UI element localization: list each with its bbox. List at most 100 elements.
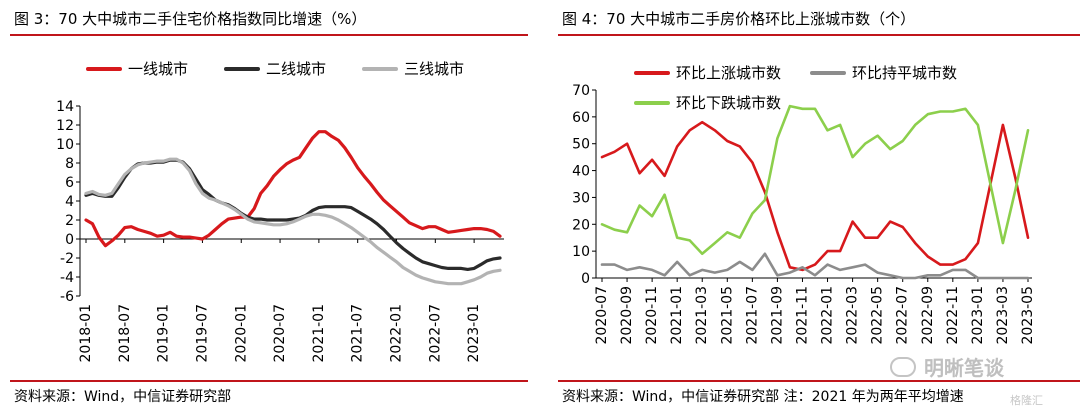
watermark: 明晰笔谈 [890, 352, 1004, 381]
series-1-point [175, 235, 178, 237]
series-2-point [1002, 277, 1004, 279]
series-3-point [977, 124, 979, 126]
series-1-point [939, 263, 942, 266]
series-1-point [613, 151, 616, 153]
x-tick-label: 2022-11 [945, 286, 961, 345]
series-1-point [1027, 236, 1029, 239]
series-3-point [111, 192, 113, 195]
series-3-point [826, 129, 829, 132]
series-1-point [441, 228, 443, 231]
series-3-point [311, 213, 314, 216]
series-2-point [801, 266, 804, 269]
series-1-point [701, 121, 703, 123]
series-1-point [85, 219, 87, 221]
wechat-icon [890, 356, 916, 377]
series-1-point [331, 135, 333, 138]
series-3-point [466, 281, 469, 283]
x-tick-label: 2020-01 [233, 304, 249, 363]
series-3-point [676, 236, 678, 239]
series-2-point [864, 263, 866, 266]
series-3-point [739, 236, 741, 239]
series-2-point [914, 277, 916, 279]
series-1-point [298, 156, 301, 159]
series-2-point [651, 269, 653, 271]
series-3-point [851, 156, 854, 158]
series-2-point [789, 271, 791, 274]
series-3-point [952, 110, 954, 113]
series-2-point [389, 235, 391, 237]
series-3-point [613, 228, 616, 231]
series-3-point [839, 124, 841, 126]
series-3-point [651, 215, 653, 217]
series-1-point [382, 199, 385, 201]
x-tick-label: 2021-09 [769, 286, 785, 345]
series-1-point [234, 217, 236, 219]
series-2-point [927, 274, 929, 277]
series-3-point [1027, 129, 1029, 132]
series-1-point [395, 210, 398, 213]
series-2-point [638, 266, 641, 269]
series-3-point [227, 205, 230, 207]
series-3-point [434, 281, 437, 283]
series-1-point [473, 227, 475, 230]
series-3-point [143, 162, 145, 164]
series-1-point [864, 236, 866, 239]
x-tick-label: 2022-09 [920, 286, 936, 345]
series-3-point [428, 279, 430, 281]
series-2-point [337, 205, 340, 208]
series-1-point [479, 227, 482, 230]
x-tick-label: 2022-07 [427, 304, 443, 363]
series-3-point [701, 253, 703, 255]
series-1-point [492, 230, 495, 233]
series-3-point [492, 270, 495, 273]
series-3-point [447, 282, 450, 285]
y-tick-label: 30 [572, 190, 590, 206]
right-chart-title: 图 4：70 大中城市二手房价格环比上涨城市数（个） [562, 10, 916, 28]
series-3-point [389, 256, 391, 258]
series-line-1 [84, 130, 502, 248]
series-2-point [726, 269, 729, 271]
series-3-point [356, 231, 359, 234]
series-2-point [839, 269, 841, 271]
series-1-point [914, 242, 916, 244]
series-3-point [188, 169, 191, 172]
series-3-point [927, 113, 929, 115]
x-tick-label: 2018-07 [117, 304, 133, 363]
x-tick-label: 2019-07 [194, 304, 210, 363]
series-2-point [1027, 277, 1029, 279]
legend-swatch-tier3 [362, 66, 398, 71]
series-3-point [395, 261, 398, 263]
y-tick-label: 2 [65, 213, 74, 229]
series-2-point [826, 263, 829, 266]
series-1-point [638, 172, 641, 175]
series-2-point [486, 260, 488, 262]
y-tick-label: 14 [56, 99, 74, 115]
y-tick-label: 60 [572, 110, 590, 126]
legend-item-flat: 环比持平城市数 [810, 62, 957, 83]
y-tick-label: 8 [65, 156, 74, 172]
series-3-point [156, 160, 158, 162]
right-chart-panel: 图 4：70 大中城市二手房价格环比上涨城市数（个） 环比上涨城市数 环比持平城… [548, 0, 1080, 413]
series-3-point [376, 246, 378, 249]
series-3-point [764, 199, 766, 201]
series-1-point [927, 255, 929, 258]
x-tick-label: 2023-05 [1020, 286, 1036, 345]
right-source-rule [558, 380, 1080, 382]
series-3-point [149, 161, 152, 163]
series-2-point [324, 205, 327, 208]
series-1-point [408, 222, 411, 224]
series-1-point [739, 145, 741, 148]
legend-item-tier1: 一线城市 [86, 58, 188, 79]
series-1-point [324, 130, 327, 133]
series-1-point [169, 231, 171, 234]
series-2-point [376, 223, 378, 225]
series-2-point [279, 219, 281, 221]
series-1-point [389, 205, 391, 207]
series-3-point [350, 226, 353, 229]
legend-item-tier3: 三线城市 [362, 58, 464, 79]
series-3-point [989, 183, 992, 185]
series-2-point [428, 262, 430, 265]
series-3-point [182, 162, 184, 164]
series-2-point [851, 266, 854, 269]
series-2-point [688, 274, 691, 277]
